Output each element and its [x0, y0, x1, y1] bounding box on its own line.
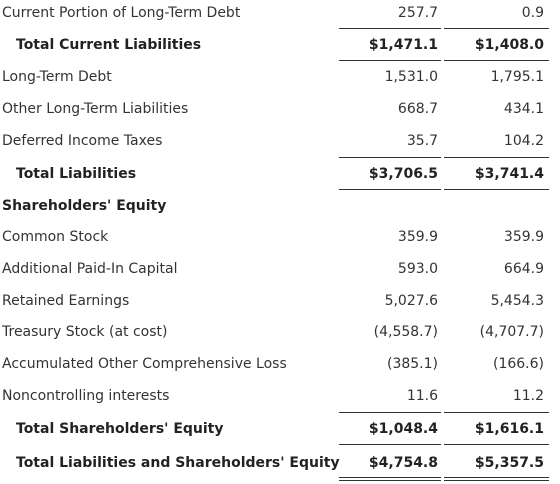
- rule-above-total-current-col2: [444, 28, 549, 29]
- row-value-col1: 359.9: [397, 229, 438, 245]
- rule-above-total-equity-col2: [444, 412, 549, 413]
- row-total-shareholders-equity: Total Shareholders' Equity $1,048.4 $1,6…: [0, 416, 560, 448]
- row-value-col2: $1,616.1: [474, 421, 544, 437]
- rule-above-total-current-col1: [339, 28, 441, 29]
- row-retained-earnings: Retained Earnings 5,027.6 5,454.3: [0, 288, 560, 320]
- row-additional-paid-in-capital: Additional Paid-In Capital 593.0 664.9: [0, 256, 560, 288]
- row-value-col2: $3,741.4: [474, 166, 544, 182]
- row-value-col1: 11.6: [406, 388, 438, 404]
- row-other-long-term-liabilities: Other Long-Term Liabilities 668.7 434.1: [0, 96, 560, 128]
- rule-below-total-current-col1: [339, 60, 441, 61]
- row-value-col2: 11.2: [512, 388, 544, 404]
- row-value-col1: (4,558.7): [373, 324, 438, 340]
- rule-below-total-current-col2: [444, 60, 549, 61]
- row-value-col2: $5,357.5: [474, 455, 544, 471]
- row-total-liabilities: Total Liabilities $3,706.5 $3,741.4: [0, 161, 560, 193]
- row-value-col2: 1,795.1: [490, 69, 544, 85]
- row-value-col1: $4,754.8: [368, 455, 438, 471]
- row-value-col2: $1,408.0: [474, 37, 544, 53]
- row-label: Retained Earnings: [2, 293, 130, 309]
- rule-above-grand-total-col2: [444, 444, 549, 445]
- row-accumulated-other-comprehensive-loss: Accumulated Other Comprehensive Loss (38…: [0, 351, 560, 383]
- row-label: Long-Term Debt: [2, 69, 112, 85]
- row-long-term-debt: Long-Term Debt 1,531.0 1,795.1: [0, 64, 560, 96]
- double-rule-grand-total-col1-a: [339, 477, 441, 478]
- row-total-current-liabilities: Total Current Liabilities $1,471.1 $1,40…: [0, 32, 560, 64]
- row-value-col2: 359.9: [503, 229, 544, 245]
- row-value-col1: 593.0: [397, 261, 438, 277]
- row-total-liabilities-and-shareholders-equity: Total Liabilities and Shareholders' Equi…: [0, 450, 560, 482]
- row-label: Current Portion of Long-Term Debt: [2, 5, 241, 21]
- row-value-col2: 434.1: [503, 101, 544, 117]
- row-label: Noncontrolling interests: [2, 388, 170, 404]
- row-value-col1: $1,048.4: [368, 421, 438, 437]
- rule-above-grand-total-col1: [339, 444, 441, 445]
- double-rule-grand-total-col2-a: [444, 477, 549, 478]
- row-label: Additional Paid-In Capital: [2, 261, 178, 277]
- row-value-col2: (4,707.7): [479, 324, 544, 340]
- row-noncontrolling-interests: Noncontrolling interests 11.6 11.2: [0, 383, 560, 415]
- rule-above-total-liabilities-col1: [339, 157, 441, 158]
- row-value-col1: $1,471.1: [368, 37, 438, 53]
- row-label: Total Liabilities and Shareholders' Equi…: [16, 455, 340, 471]
- rule-above-total-equity-col1: [339, 412, 441, 413]
- row-label: Common Stock: [2, 229, 109, 245]
- row-value-col1: 35.7: [406, 133, 438, 149]
- row-treasury-stock: Treasury Stock (at cost) (4,558.7) (4,70…: [0, 319, 560, 351]
- row-label: Treasury Stock (at cost): [2, 324, 168, 340]
- section-heading-shareholders-equity: Shareholders' Equity: [0, 193, 560, 225]
- double-rule-grand-total-col2-b: [444, 480, 549, 481]
- row-value-col1: $3,706.5: [368, 166, 438, 182]
- row-value-col2: 0.9: [521, 5, 544, 21]
- row-current-portion-long-term-debt: Current Portion of Long-Term Debt 257.7 …: [0, 0, 560, 32]
- rule-below-total-liabilities-col2: [444, 189, 549, 190]
- row-value-col2: 104.2: [503, 133, 544, 149]
- double-rule-grand-total-col1-b: [339, 480, 441, 481]
- row-common-stock: Common Stock 359.9 359.9: [0, 224, 560, 256]
- row-label: Accumulated Other Comprehensive Loss: [2, 356, 287, 372]
- row-label: Total Shareholders' Equity: [16, 421, 224, 437]
- row-label: Total Current Liabilities: [16, 37, 202, 53]
- row-label: Deferred Income Taxes: [2, 133, 163, 149]
- row-value-col2: 5,454.3: [490, 293, 544, 309]
- row-value-col2: (166.6): [492, 356, 544, 372]
- row-value-col1: 257.7: [397, 5, 438, 21]
- row-value-col1: (385.1): [386, 356, 438, 372]
- rule-below-total-liabilities-col1: [339, 189, 441, 190]
- row-value-col1: 5,027.6: [384, 293, 438, 309]
- rule-above-total-liabilities-col2: [444, 157, 549, 158]
- row-value-col1: 1,531.0: [384, 69, 438, 85]
- row-label: Other Long-Term Liabilities: [2, 101, 189, 117]
- section-heading: Shareholders' Equity: [2, 198, 167, 214]
- row-deferred-income-taxes: Deferred Income Taxes 35.7 104.2: [0, 128, 560, 160]
- row-value-col1: 668.7: [397, 101, 438, 117]
- row-label: Total Liabilities: [16, 166, 137, 182]
- row-value-col2: 664.9: [503, 261, 544, 277]
